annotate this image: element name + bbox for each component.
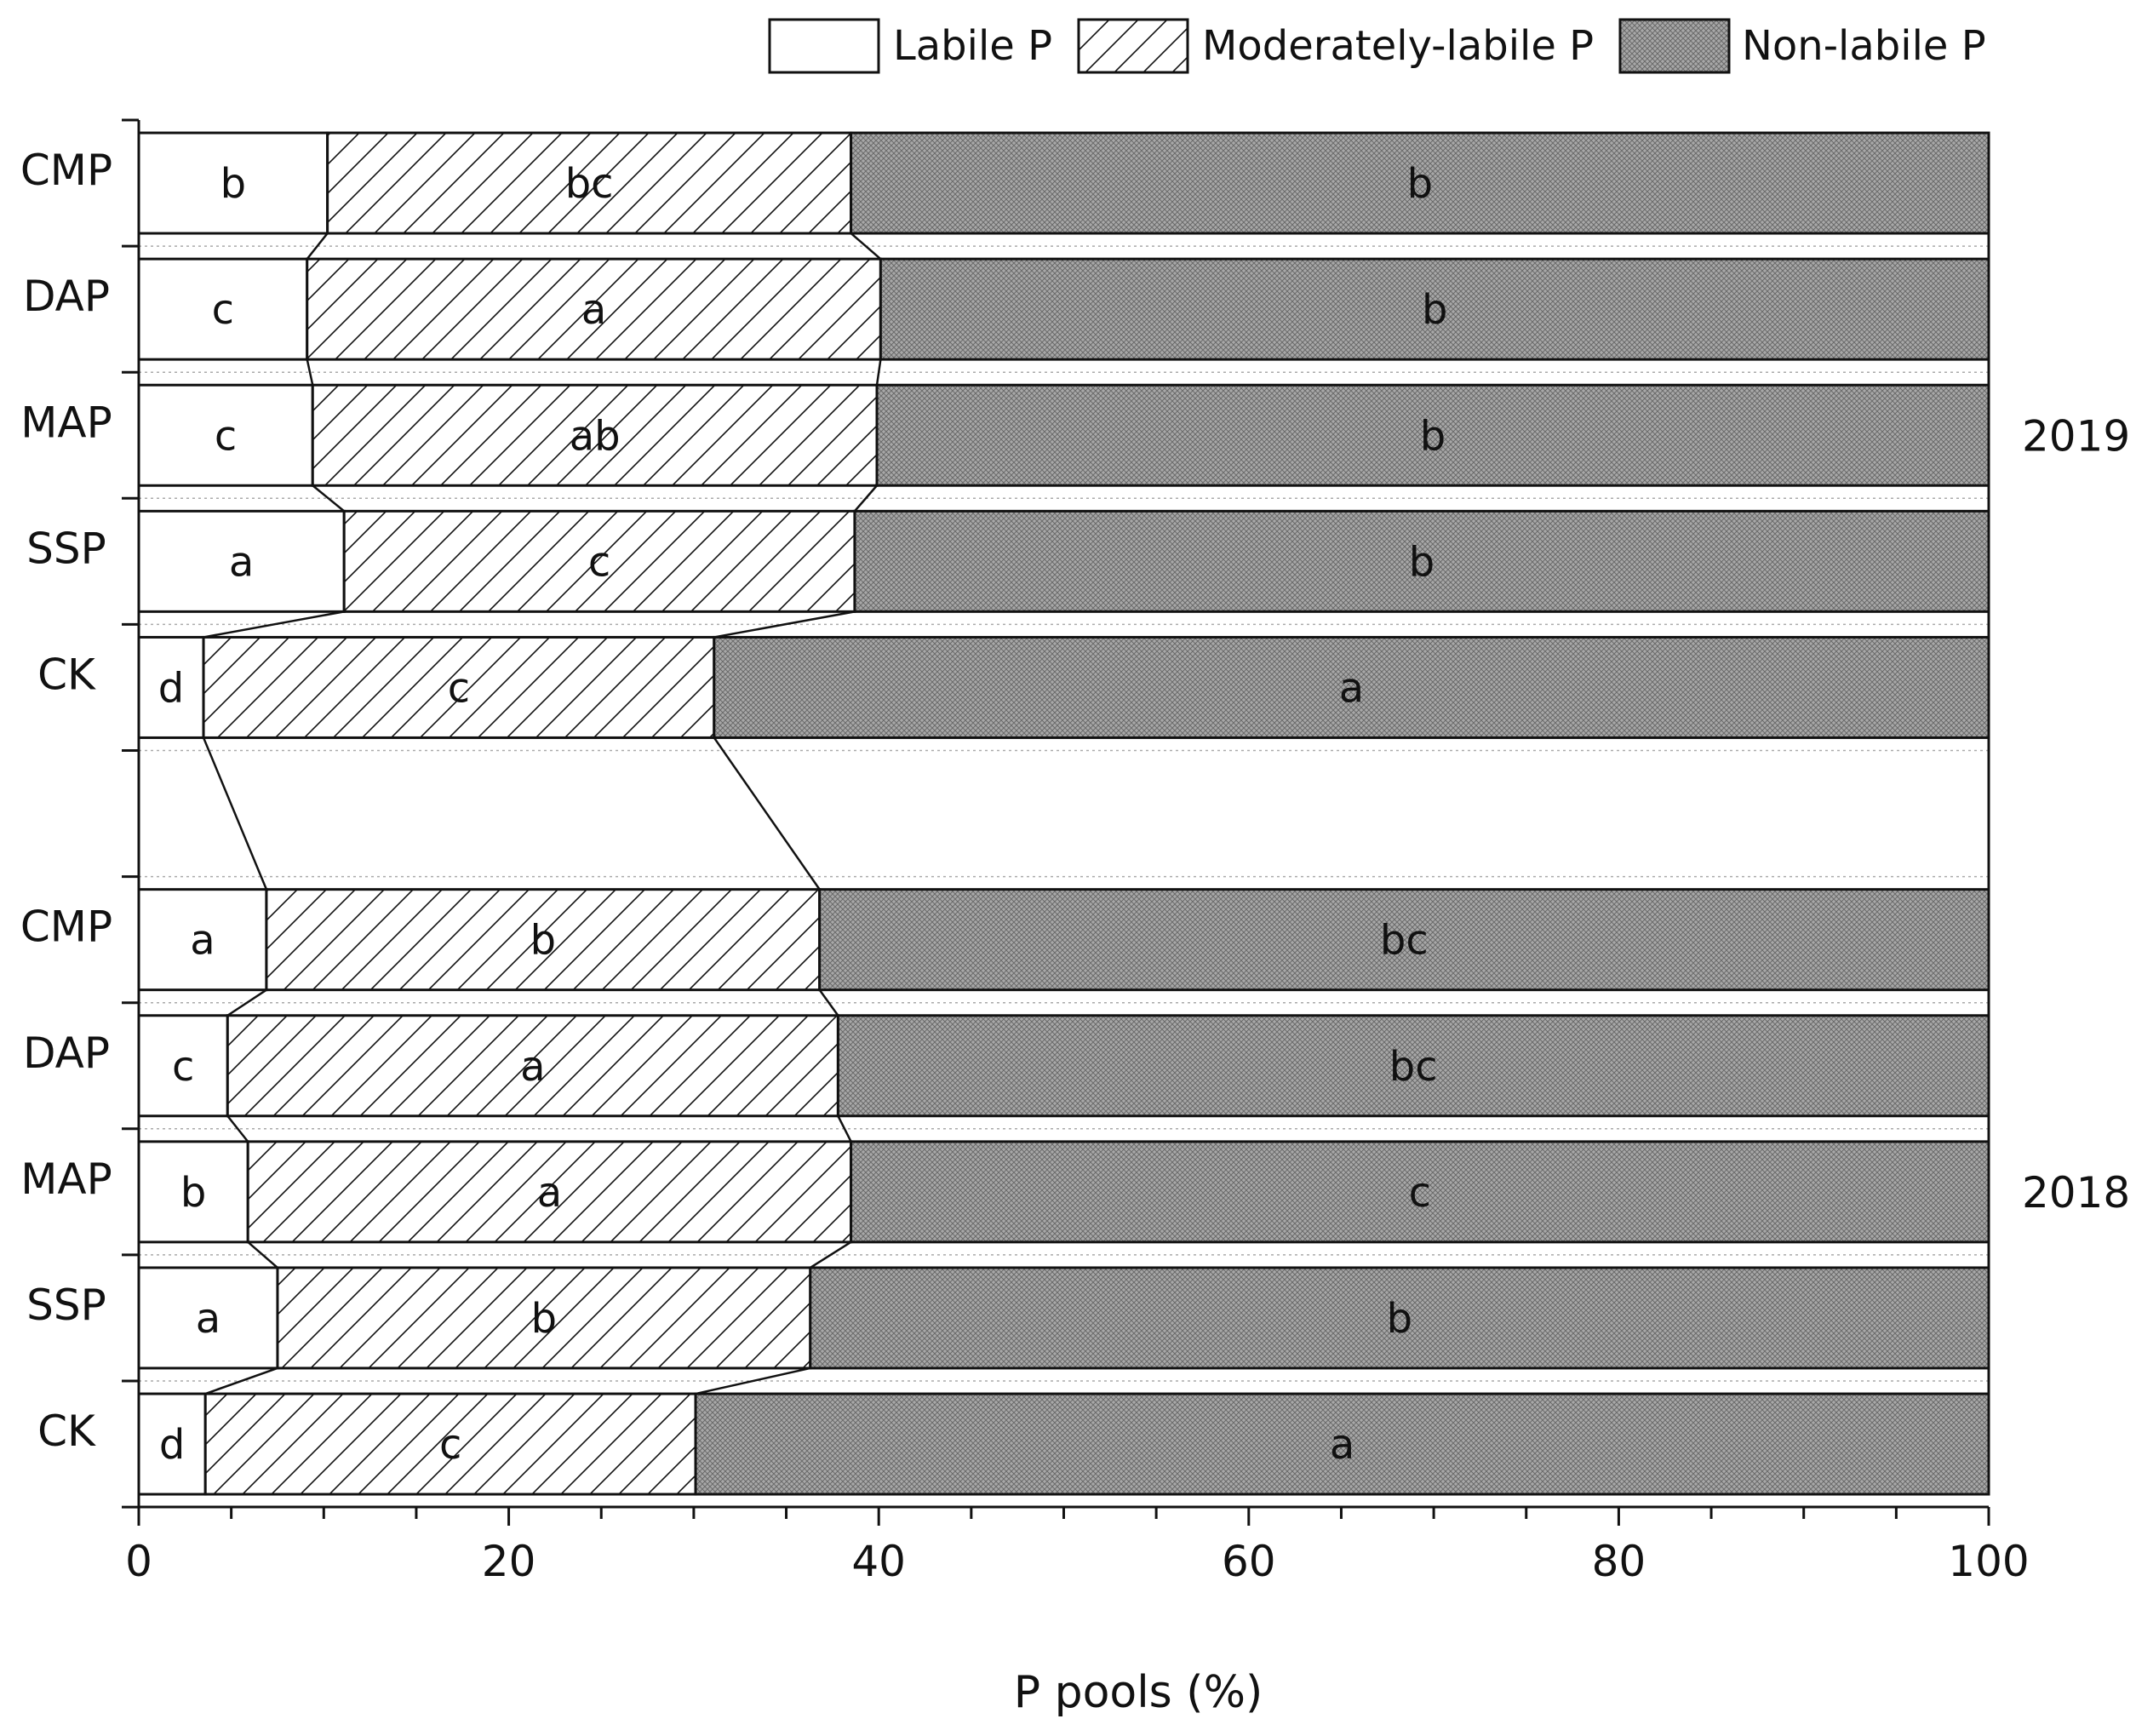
- bar-segment-labile: [137, 1140, 249, 1244]
- bar-segment-non-labile: [853, 509, 1990, 613]
- bar-segment-moderately-labile: [265, 888, 822, 992]
- bar-letter-non-labile: a: [1339, 664, 1364, 712]
- category-label: MAP: [20, 398, 112, 447]
- legend-label-labile: Labile P: [893, 22, 1052, 70]
- legend-label-moderately-labile: Moderately-labile P: [1202, 22, 1594, 70]
- bar-segment-moderately-labile: [342, 509, 856, 613]
- category-label: SSP: [26, 1281, 106, 1330]
- bar-letter-labile: a: [190, 917, 215, 965]
- bar-letter-non-labile: b: [1387, 1295, 1412, 1343]
- legend-swatch-moderately-labile: [1077, 18, 1189, 74]
- bar-letter-labile: d: [159, 1421, 185, 1469]
- bar-letter-labile: b: [220, 160, 246, 208]
- bar-segment-non-labile: [875, 383, 1990, 487]
- bar-letter-moderately-labile: c: [439, 1421, 461, 1469]
- bar-segment-moderately-labile: [226, 1014, 839, 1118]
- legend-swatch-labile: [768, 18, 880, 74]
- category-label: DAP: [23, 1028, 110, 1078]
- bar-letter-non-labile: b: [1407, 160, 1433, 208]
- bar-segment-moderately-labile: [306, 257, 882, 361]
- x-tick-label: 20: [482, 1537, 536, 1586]
- category-label: CK: [37, 650, 96, 699]
- bar-segment-labile: [137, 888, 268, 992]
- bar-letter-moderately-labile: b: [530, 917, 556, 965]
- connector-line: [202, 736, 268, 891]
- category-label: CMP: [20, 902, 112, 952]
- connector-line: [818, 988, 839, 1017]
- bar-letter-labile: c: [172, 1043, 194, 1091]
- x-axis-label: P pools (%): [1014, 1667, 1263, 1718]
- bar-letter-labile: a: [229, 538, 254, 586]
- bar-letter-moderately-labile: b: [531, 1295, 557, 1343]
- connector-line: [854, 484, 878, 513]
- connector-line: [713, 610, 856, 639]
- bar-letter-labile: a: [196, 1295, 220, 1343]
- connector-line: [875, 358, 882, 386]
- bar-letter-moderately-labile: c: [588, 538, 610, 586]
- connector-line: [226, 988, 267, 1017]
- bar-letter-non-labile: b: [1420, 412, 1446, 460]
- bar-letter-moderately-labile: a: [520, 1043, 545, 1091]
- category-label: MAP: [20, 1154, 112, 1204]
- category-label: CK: [37, 1407, 96, 1456]
- connector-line: [713, 736, 821, 891]
- group-label: 2019: [2022, 411, 2130, 461]
- bar-letter-moderately-labile: a: [581, 286, 606, 334]
- bar-letter-labile: d: [158, 664, 184, 712]
- bar-letter-non-labile: b: [1409, 538, 1434, 586]
- connector-line: [203, 610, 345, 639]
- bar-segment-moderately-labile: [202, 635, 716, 739]
- legend-swatch-non-labile: [1618, 18, 1731, 74]
- connector-line: [810, 1240, 852, 1269]
- connector-line: [226, 1114, 249, 1143]
- connector-line: [247, 1240, 278, 1269]
- bar-segment-labile: [137, 131, 329, 235]
- bar-segment-moderately-labile: [246, 1140, 853, 1244]
- bar-letter-moderately-labile: bc: [565, 160, 614, 208]
- bar-letter-non-labile: c: [1409, 1169, 1431, 1217]
- bar-segment-labile: [137, 1014, 229, 1118]
- legend: Labile P Moderately-labile P Non-labile …: [768, 18, 1986, 74]
- bar-segment-moderately-labile: [276, 1266, 812, 1370]
- bar-letter-non-labile: b: [1422, 286, 1447, 334]
- connector-line: [837, 1115, 852, 1143]
- bar-segment-labile: [137, 257, 309, 361]
- bar-segment-non-labile: [818, 888, 1990, 992]
- connector-line: [850, 232, 882, 261]
- connector-line: [204, 1366, 278, 1395]
- x-tick-label: 0: [125, 1537, 152, 1586]
- category-label: CMP: [20, 146, 112, 195]
- x-tick-label: 60: [1222, 1537, 1276, 1586]
- bar-letter-moderately-labile: a: [537, 1169, 562, 1217]
- bar-segment-moderately-labile: [311, 383, 879, 487]
- bar-letter-labile: c: [212, 286, 234, 334]
- bar-segment-non-labile: [879, 257, 1990, 361]
- bar-letter-moderately-labile: ab: [570, 412, 621, 460]
- bar-letter-labile: b: [180, 1169, 206, 1217]
- bar-segment-non-labile: [850, 131, 1990, 235]
- bar-segment-moderately-labile: [203, 1392, 697, 1496]
- bar-letter-non-labile: bc: [1380, 917, 1429, 965]
- connector-line: [695, 1366, 811, 1395]
- bar-segment-labile: [137, 383, 314, 487]
- x-tick-label: 80: [1592, 1537, 1646, 1586]
- connector-line: [306, 232, 329, 260]
- group-label: 2018: [2022, 1168, 2130, 1217]
- connector-line: [306, 358, 314, 386]
- bar-segment-labile: [137, 635, 205, 739]
- bar-letter-non-labile: bc: [1389, 1043, 1438, 1091]
- x-tick-label: 40: [851, 1537, 906, 1586]
- bar-segment-non-labile: [850, 1140, 1990, 1244]
- bar-letter-labile: c: [215, 412, 237, 460]
- bar-letter-non-labile: a: [1330, 1421, 1354, 1469]
- category-label: DAP: [23, 272, 110, 321]
- category-label: SSP: [26, 524, 106, 573]
- x-tick-label: 100: [1948, 1537, 2029, 1586]
- connector-line: [312, 484, 345, 513]
- bar-segment-non-labile: [713, 635, 1990, 739]
- bar-letter-moderately-labile: c: [448, 664, 470, 712]
- legend-label-non-labile: Non-labile P: [1742, 22, 1986, 70]
